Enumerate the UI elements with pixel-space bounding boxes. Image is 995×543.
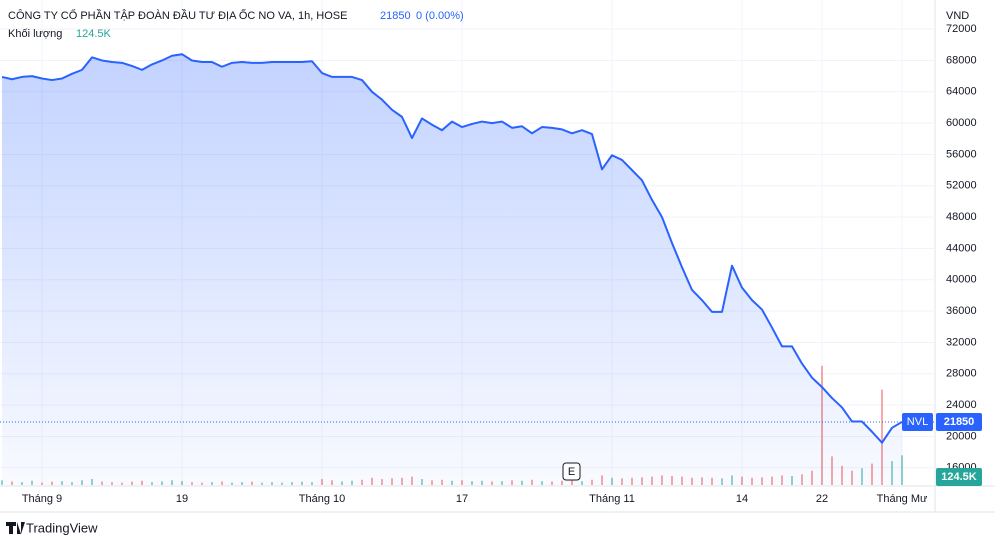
x-tick-label: Tháng 9 [22,493,62,505]
y-tick-label: 60000 [946,117,977,129]
x-tick-label: Tháng Mư [877,493,928,505]
symbol-tag [902,412,933,431]
y-tick-label: 20000 [946,430,977,442]
event-marker[interactable]: E [568,466,575,478]
symbol-label: NVL [907,416,928,428]
header-volume: 124.5K [76,28,112,40]
volume-tag-label: 124.5K [941,471,977,483]
price-tag [936,412,982,431]
y-tick-label: 52000 [946,180,977,192]
y-tick-label: 72000 [946,23,977,35]
x-tick-label: 17 [456,493,468,505]
event-marker-box[interactable] [562,462,581,481]
y-tick-label: 68000 [946,54,977,66]
price-tag-label: 21850 [944,416,975,428]
volume-label: Khối lượng [8,28,62,40]
x-tick-label: 14 [736,493,748,505]
currency-label: VND [946,10,969,22]
volume-bar [881,389,883,485]
x-tick-label: 19 [176,493,188,505]
header-change: 0 (0.00%) [416,10,464,22]
chart-title: CÔNG TY CỔ PHẦN TẬP ĐOÀN ĐẦU TƯ ĐỊA ỐC N… [8,8,347,22]
y-tick-label: 48000 [946,211,977,223]
x-tick-label: Tháng 10 [299,493,345,505]
volume-tag [936,468,982,486]
y-tick-label: 44000 [946,242,977,254]
y-tick-label: 56000 [946,148,977,160]
brand-logo [6,522,25,534]
y-tick-label: 24000 [946,399,977,411]
y-tick-label: 28000 [946,368,977,380]
y-tick-label: 64000 [946,86,977,98]
x-tick-label: Tháng 11 [589,493,635,505]
y-tick-label: 36000 [946,305,977,317]
y-tick-label: 32000 [946,336,977,348]
price-line [1,53,903,444]
y-tick-label: 40000 [946,274,977,286]
x-tick-label: 22 [816,493,828,505]
brand: TradingView [26,520,98,535]
price-area [2,54,902,485]
header-price: 21850 [380,10,411,22]
